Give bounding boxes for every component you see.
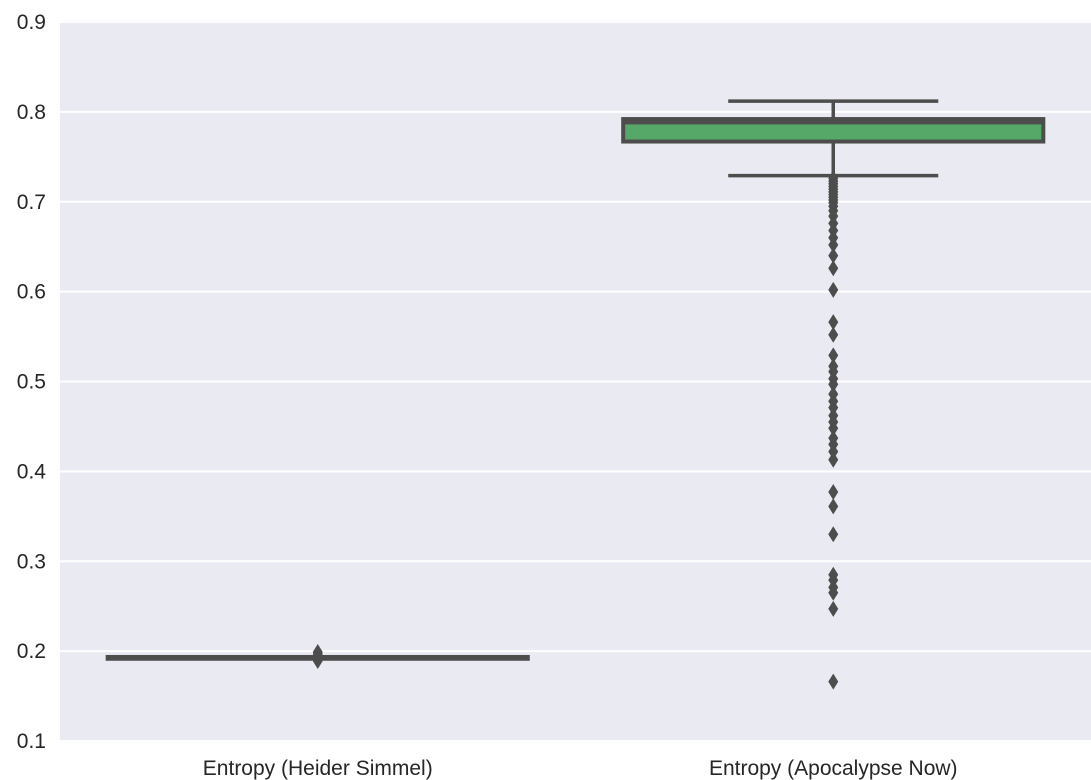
y-tick-label: 0.2 <box>17 640 46 663</box>
outlier-point <box>828 498 839 515</box>
category-label: Entropy (Heider Simmel) <box>203 757 433 780</box>
outlier-point <box>828 526 839 543</box>
y-tick-label: 0.7 <box>17 191 46 214</box>
y-tick-label: 0.1 <box>17 730 46 753</box>
y-tick-label: 0.4 <box>17 460 47 483</box>
outlier-point <box>828 443 839 460</box>
outlier-point <box>828 326 839 343</box>
outlier-point <box>828 236 839 253</box>
outlier-point <box>828 484 839 501</box>
y-tick-label: 0.8 <box>17 101 46 124</box>
category-labels: Entropy (Heider Simmel) Entropy (Apocalyp… <box>203 757 958 780</box>
outlier-point <box>828 584 839 601</box>
outlier-point <box>828 376 839 393</box>
y-tick-label: 0.5 <box>17 371 46 394</box>
box-group <box>105 644 530 670</box>
outlier-point <box>828 281 839 298</box>
outlier-point <box>312 644 323 661</box>
gridlines <box>60 21 1091 742</box>
category-label: Entropy (Apocalypse Now) <box>709 757 958 780</box>
y-tick-labels: 0.1 0.2 0.3 0.4 0.5 0.6 0.7 0.8 0.9 <box>17 11 47 753</box>
outlier-point <box>828 260 839 277</box>
outlier-point <box>828 347 839 364</box>
outlier-point <box>828 314 839 331</box>
boxes <box>105 99 1046 690</box>
y-tick-label: 0.6 <box>17 281 46 304</box>
y-tick-label: 0.3 <box>17 550 46 573</box>
outlier-point <box>828 451 839 468</box>
outlier-point <box>828 600 839 617</box>
y-tick-label: 0.9 <box>17 11 46 34</box>
box-group <box>621 99 1046 690</box>
outlier-point <box>828 247 839 264</box>
outlier-point <box>828 420 839 437</box>
box-iqr <box>621 117 1046 144</box>
outlier-point <box>828 399 839 416</box>
outlier-point <box>828 673 839 690</box>
